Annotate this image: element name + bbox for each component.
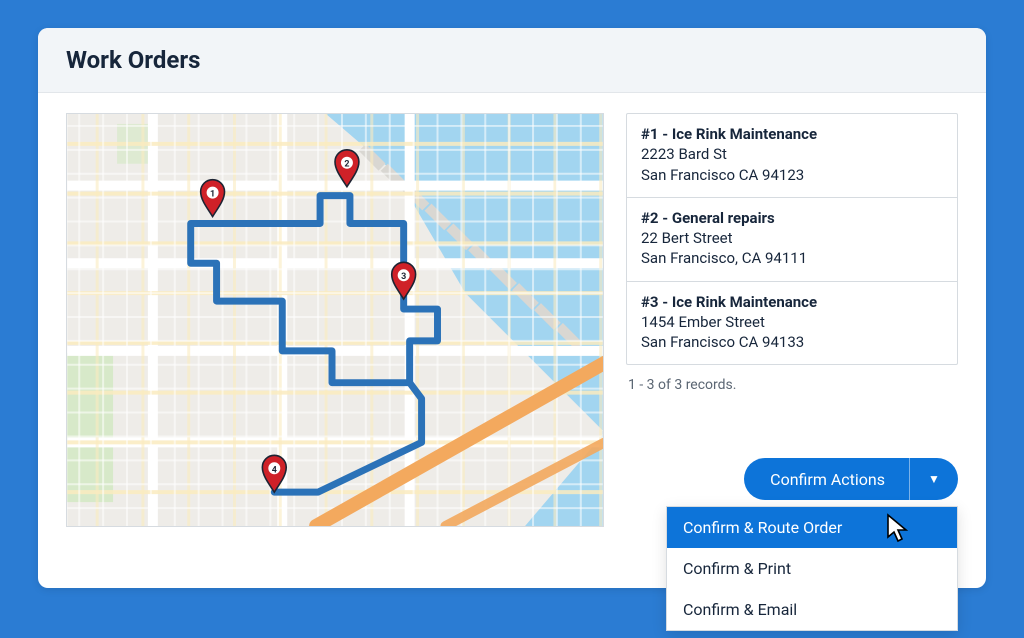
menu-item-email[interactable]: Confirm & Email — [667, 589, 957, 630]
work-orders-panel: Work Orders 1 2 3 4 #1 - Ice Rink Maintenan… — [38, 28, 986, 588]
panel-header: Work Orders — [38, 28, 986, 93]
item-title: #3 - Ice Rink Maintenance — [641, 292, 943, 312]
item-title: #2 - General repairs — [641, 208, 943, 228]
item-addr2: San Francisco CA 94123 — [641, 165, 943, 185]
chevron-down-icon[interactable]: ▼ — [910, 458, 958, 500]
records-count: 1 - 3 of 3 records. — [626, 365, 958, 405]
item-title: #1 - Ice Rink Maintenance — [641, 124, 943, 144]
confirm-actions-button[interactable]: Confirm Actions ▼ — [744, 458, 958, 500]
list-item[interactable]: #1 - Ice Rink Maintenance 2223 Bard St S… — [627, 114, 957, 198]
confirm-actions-label: Confirm Actions — [744, 458, 910, 500]
menu-item-label: Confirm & Print — [683, 559, 791, 578]
item-addr2: San Francisco CA 94133 — [641, 332, 943, 352]
svg-text:3: 3 — [401, 272, 406, 282]
svg-text:2: 2 — [344, 160, 349, 170]
menu-item-label: Confirm & Email — [683, 600, 797, 619]
page-title: Work Orders — [66, 46, 958, 74]
route-map[interactable]: 1 2 3 4 — [66, 113, 604, 527]
menu-item-route[interactable]: Confirm & Route Order — [667, 507, 957, 548]
confirm-actions-menu: Confirm & Route Order Confirm & Print Co… — [666, 506, 958, 631]
menu-item-print[interactable]: Confirm & Print — [667, 548, 957, 589]
confirm-actions-wrap: Confirm Actions ▼ — [744, 458, 958, 500]
menu-item-label: Confirm & Route Order — [683, 518, 842, 537]
svg-text:1: 1 — [210, 190, 215, 200]
map-canvas: 1 2 3 4 — [67, 114, 603, 526]
list-item[interactable]: #3 - Ice Rink Maintenance 1454 Ember Str… — [627, 282, 957, 365]
cursor-icon — [885, 513, 913, 551]
work-order-list: #1 - Ice Rink Maintenance 2223 Bard St S… — [626, 113, 958, 365]
list-item[interactable]: #2 - General repairs 22 Bert Street San … — [627, 198, 957, 282]
item-addr2: San Francisco, CA 94111 — [641, 248, 943, 268]
svg-text:4: 4 — [272, 465, 277, 475]
item-addr1: 2223 Bard St — [641, 144, 943, 164]
item-addr1: 22 Bert Street — [641, 228, 943, 248]
item-addr1: 1454 Ember Street — [641, 312, 943, 332]
